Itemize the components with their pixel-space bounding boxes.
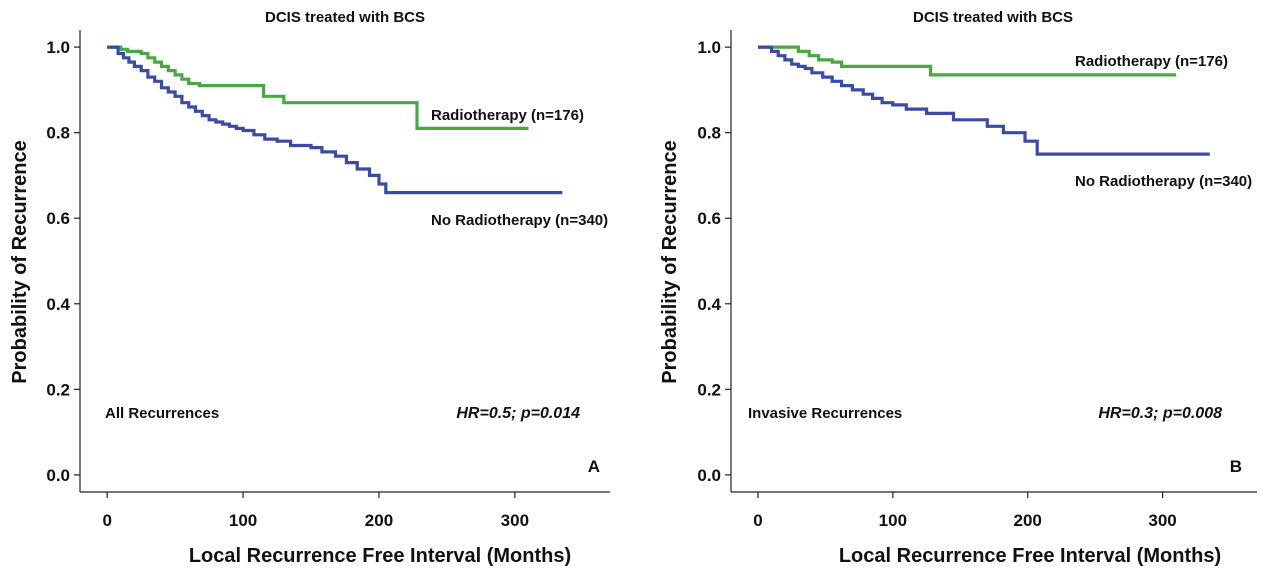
hazard-ratio-annotation: HR=0.3; p=0.008 (1098, 405, 1222, 422)
x-tick-label: 0 (102, 511, 111, 530)
panel-letter: A (588, 457, 600, 476)
panel-letter: B (1230, 457, 1242, 476)
series-line-no-radiotherapy (107, 45, 563, 195)
x-tick-label: 200 (1014, 511, 1042, 530)
y-axis-label: Probability of Recurrence (659, 140, 681, 383)
series-label: No Radiotherapy (n=340) (1075, 173, 1252, 190)
y-tick-label: 0.2 (46, 380, 70, 399)
y-axis-label: Probability of Recurrence (9, 140, 31, 383)
x-tick-label: 0 (753, 511, 762, 530)
y-tick-label: 0.8 (46, 124, 70, 143)
x-tick-label: 100 (229, 511, 257, 530)
series-label: No Radiotherapy (n=340) (431, 212, 608, 229)
y-tick-label: 0.4 (697, 295, 721, 314)
y-tick-label: 0.8 (697, 124, 721, 143)
y-tick-label: 0.0 (697, 466, 721, 485)
y-tick-label: 0.6 (697, 209, 721, 228)
series-line-no-radiotherapy (758, 45, 1210, 156)
x-tick-label: 300 (501, 511, 529, 530)
chart-title: DCIS treated with BCS (265, 9, 425, 26)
series-label: Radiotherapy (n=176) (1075, 53, 1228, 70)
recurrence-type-annotation: All Recurrences (105, 405, 219, 422)
y-tick-label: 1.0 (46, 38, 70, 57)
recurrence-type-annotation: Invasive Recurrences (748, 405, 902, 422)
y-tick-label: 0.0 (46, 466, 70, 485)
chart-panel-b: DCIS treated with BCS 0 100 200 300 0.0 0.2 0.4… (659, 9, 1257, 567)
x-axis-label: Local Recurrence Free Interval (Months) (189, 545, 571, 567)
x-tick-label: 200 (365, 511, 393, 530)
hazard-ratio-annotation: HR=0.5; p=0.014 (456, 405, 580, 422)
x-axis-label: Local Recurrence Free Interval (Months) (839, 545, 1221, 567)
series-label: Radiotherapy (n=176) (431, 107, 584, 124)
y-tick-label: 0.2 (697, 380, 721, 399)
x-tick-label: 100 (879, 511, 907, 530)
y-tick-label: 1.0 (697, 38, 721, 57)
y-tick-label: 0.4 (46, 295, 70, 314)
x-tick-label: 300 (1148, 511, 1176, 530)
chart-title: DCIS treated with BCS (913, 9, 1073, 26)
series-line-radiotherapy (107, 45, 529, 130)
chart-panel-a: DCIS treated with BCS 0 100 200 300 0.0 0.2 0.4… (9, 9, 610, 567)
series-line-radiotherapy (758, 45, 1177, 77)
y-tick-label: 0.6 (46, 209, 70, 228)
